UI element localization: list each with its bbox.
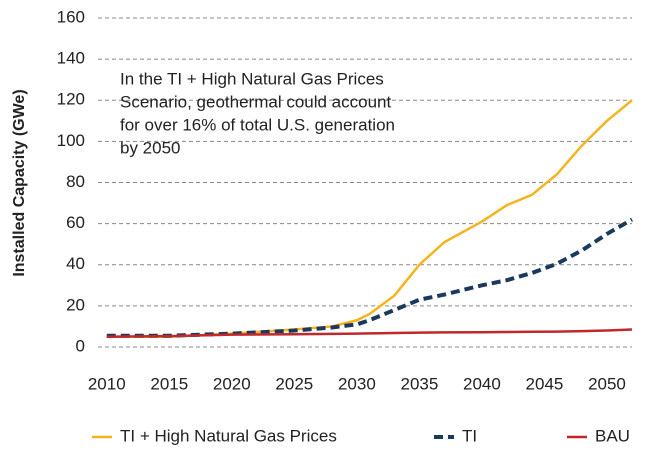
x-tick-label: 2020 (213, 374, 251, 393)
y-tick-label: 100 (57, 131, 85, 150)
x-tick-label: 2040 (463, 374, 501, 393)
y-tick-label: 20 (66, 295, 85, 314)
y-tick-label: 60 (66, 213, 85, 232)
legend-label: TI (462, 426, 477, 445)
x-tick-label: 2010 (88, 374, 126, 393)
y-tick-label: 0 (76, 336, 85, 355)
x-tick-label: 2050 (588, 374, 626, 393)
y-axis-label: Installed Capacity (GWe) (11, 89, 28, 276)
y-tick-label: 160 (57, 7, 85, 26)
x-tick-label: 2035 (400, 374, 438, 393)
annotation: Scenario, geothermal could account (120, 92, 391, 111)
x-tick-label: 2015 (150, 374, 188, 393)
x-tick-label: 2025 (275, 374, 313, 393)
annotation: by 2050 (120, 138, 181, 157)
annotation: In the TI + High Natural Gas Prices (120, 69, 384, 88)
series-line (106, 328, 633, 338)
legend-label: BAU (595, 426, 630, 445)
series-line (106, 217, 633, 338)
legend-label: TI + High Natural Gas Prices (120, 426, 337, 445)
y-tick-label: 40 (66, 254, 85, 273)
annotation: for over 16% of total U.S. generation (120, 115, 395, 134)
series-line (106, 99, 633, 338)
y-tick-label: 120 (57, 90, 85, 109)
y-tick-label: 140 (57, 49, 85, 68)
x-tick-label: 2030 (338, 374, 376, 393)
y-tick-label: 80 (66, 172, 85, 191)
x-tick-label: 2045 (526, 374, 564, 393)
